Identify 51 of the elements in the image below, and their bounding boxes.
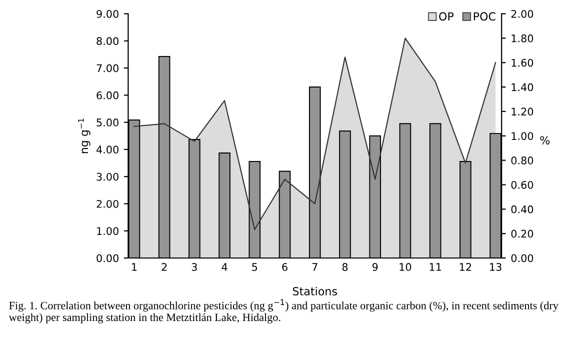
y2-tick-label: 0.60 (511, 180, 534, 189)
y-tick-label: 9.00 (96, 10, 118, 18)
bar (339, 130, 351, 258)
y-tick-label: 5.00 (96, 118, 118, 126)
x-tick-label: 1 (132, 263, 137, 271)
bar (460, 161, 472, 258)
y2-tick-label: 2.00 (511, 10, 534, 18)
y2-tick-label: 0.80 (511, 156, 534, 164)
y2-tick-label: 1.80 (512, 34, 534, 42)
x-tick-label: 6 (282, 263, 288, 271)
y2-tick-label: 0.20 (511, 230, 534, 238)
bar (188, 139, 200, 258)
x-tick-label: 13 (490, 263, 502, 271)
y2-tick-label: 0.40 (511, 205, 534, 214)
x-tick-label: 7 (312, 263, 318, 271)
bar (369, 135, 381, 258)
y-tick-label: 0.00 (96, 254, 118, 262)
x-tick-label: 8 (342, 263, 348, 271)
x-axis-title: Stations (292, 286, 337, 296)
y-axis-title: ng g$^{−1}$ (78, 118, 90, 154)
y2-axis-title: % (540, 136, 550, 144)
y-tick-label: 3.00 (96, 172, 118, 181)
legend-label: OP (439, 12, 454, 21)
x-tick-label: 9 (372, 263, 378, 271)
y-tick-label: 7.00 (96, 64, 118, 72)
x-tick-label: 3 (192, 263, 197, 271)
y2-tick-label: 0.00 (511, 254, 534, 262)
bar (399, 123, 412, 258)
y-tick-label: 2.00 (96, 200, 118, 208)
bar (218, 152, 230, 258)
y2-tick-label: 1.00 (512, 132, 534, 140)
x-tick-label: 11 (430, 263, 441, 271)
bar (308, 86, 321, 258)
y-tick-label: 8.00 (96, 37, 118, 46)
y2-tick-label: 1.20 (512, 108, 534, 116)
y-tick-label: 6.00 (96, 91, 118, 100)
bar (248, 161, 261, 258)
y-tick-label: 4.00 (96, 146, 118, 154)
x-tick-label: 12 (460, 263, 472, 271)
bar (158, 56, 170, 258)
x-tick-label: 5 (252, 263, 258, 271)
x-tick-label: 2 (162, 263, 167, 271)
x-tick-label: 10 (400, 263, 412, 271)
bar (278, 170, 291, 258)
legend-label: POC (474, 12, 496, 21)
caption: Fig. 1. Correlation between organochlorine pesticides (ng g$^{−1}$) and particulate organic carbon (%), in recent sediments (dry weight) per sampling station in the Metztitlán Lake, Hidalgo. (8, 299, 558, 324)
x-tick-label: 4 (222, 263, 228, 271)
y-tick-label: 1.00 (97, 227, 118, 235)
bar (429, 123, 442, 258)
y2-tick-label: 1.40 (512, 83, 534, 92)
y2-tick-label: 1.60 (512, 58, 534, 67)
